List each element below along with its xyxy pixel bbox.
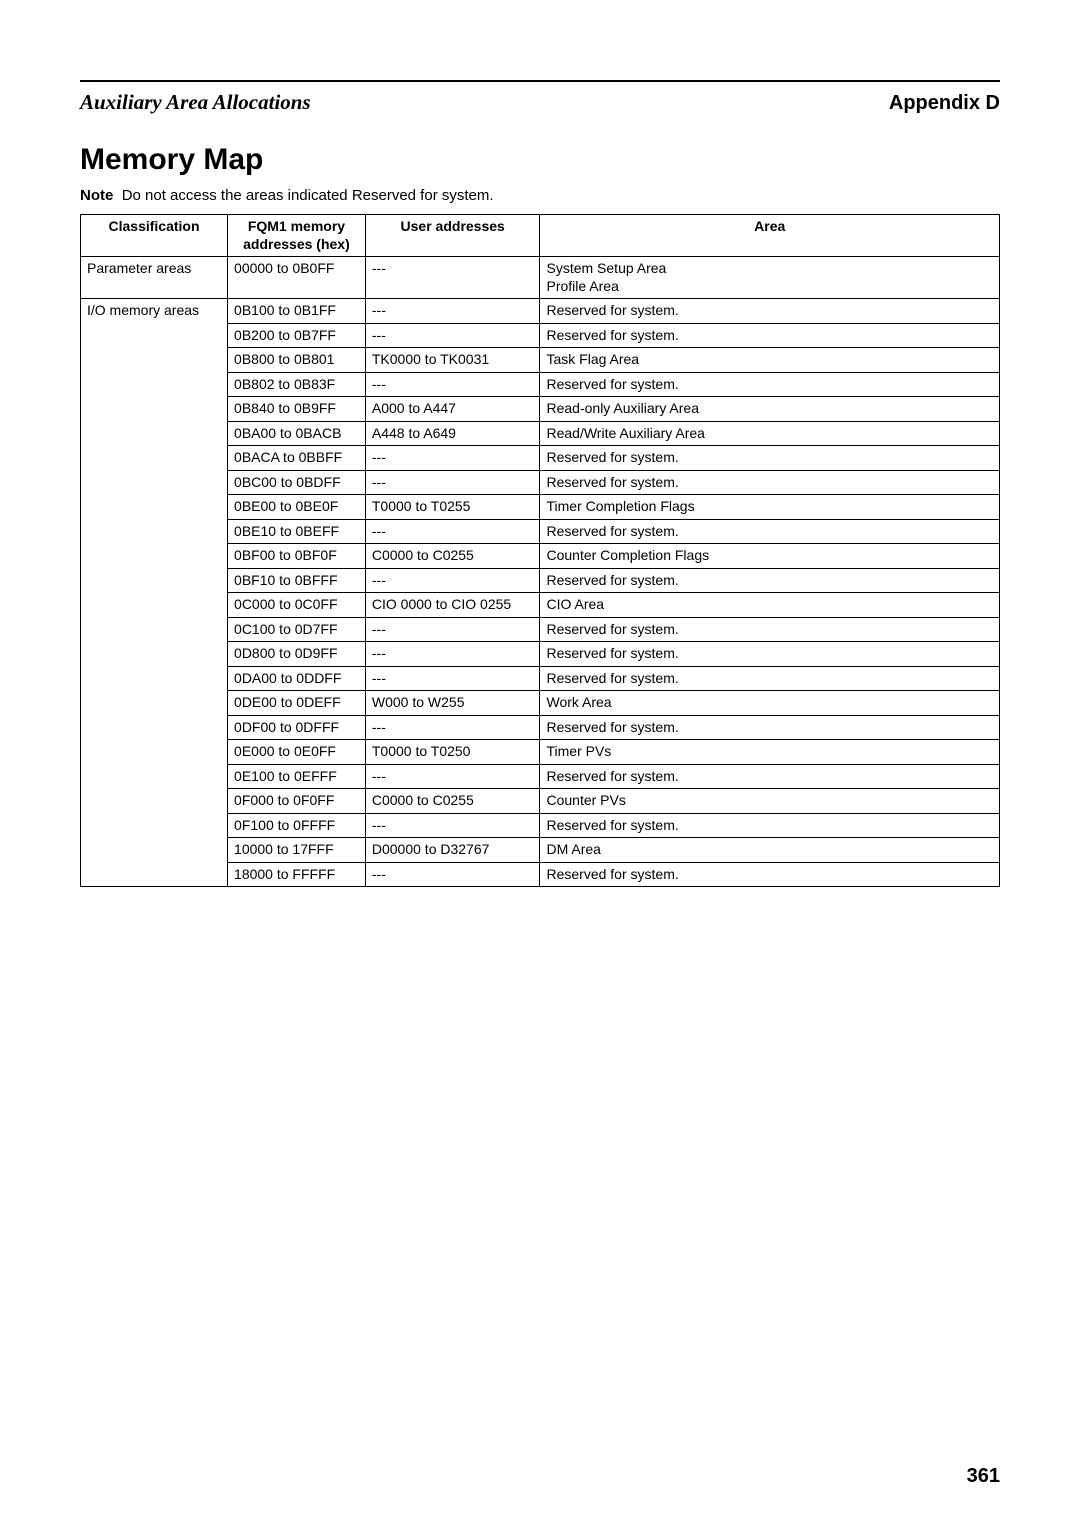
section-title: Auxiliary Area Allocations (80, 90, 311, 115)
cell-mem: 0B802 to 0B83F (228, 372, 366, 397)
cell-area-line1: System Setup Area (546, 260, 666, 276)
cell-area: Reserved for system. (540, 617, 1000, 642)
cell-user: --- (365, 813, 540, 838)
cell-mem: 0DF00 to 0DFFF (228, 715, 366, 740)
cell-area: Reserved for system. (540, 446, 1000, 471)
cell-area: Timer PVs (540, 740, 1000, 765)
cell-area: Reserved for system. (540, 299, 1000, 324)
cell-mem: 0BF00 to 0BF0F (228, 544, 366, 569)
cell-area: Reserved for system. (540, 519, 1000, 544)
cell-area: CIO Area (540, 593, 1000, 618)
cell-area: Reserved for system. (540, 568, 1000, 593)
cell-classification: I/O memory areas (81, 299, 228, 887)
cell-user: W000 to W255 (365, 691, 540, 716)
cell-user: --- (365, 764, 540, 789)
cell-user: T0000 to T0255 (365, 495, 540, 520)
cell-mem: 0F100 to 0FFFF (228, 813, 366, 838)
cell-area: Reserved for system. (540, 372, 1000, 397)
cell-area: Reserved for system. (540, 323, 1000, 348)
cell-classification: Parameter areas (81, 257, 228, 299)
cell-mem: 0BE00 to 0BE0F (228, 495, 366, 520)
table-header-row: Classification FQM1 memory addresses (he… (81, 215, 1000, 257)
col-header-user: User addresses (365, 215, 540, 257)
cell-user: --- (365, 642, 540, 667)
top-rule (80, 80, 1000, 82)
cell-area: Task Flag Area (540, 348, 1000, 373)
cell-user: T0000 to T0250 (365, 740, 540, 765)
cell-user: --- (365, 568, 540, 593)
note-line: Note Do not access the areas indicated R… (80, 187, 1000, 204)
main-heading: Memory Map (80, 143, 1000, 177)
cell-area: Timer Completion Flags (540, 495, 1000, 520)
cell-area: Reserved for system. (540, 764, 1000, 789)
cell-area: Reserved for system. (540, 862, 1000, 887)
cell-mem: 0BE10 to 0BEFF (228, 519, 366, 544)
cell-area: Read/Write Auxiliary Area (540, 421, 1000, 446)
cell-user: --- (365, 372, 540, 397)
cell-area: System Setup Area Profile Area (540, 257, 1000, 299)
cell-user: --- (365, 470, 540, 495)
cell-area: Work Area (540, 691, 1000, 716)
cell-mem: 0BACA to 0BBFF (228, 446, 366, 471)
cell-area: Reserved for system. (540, 470, 1000, 495)
cell-user: --- (365, 666, 540, 691)
cell-user: --- (365, 862, 540, 887)
cell-mem: 0C000 to 0C0FF (228, 593, 366, 618)
cell-mem: 0B840 to 0B9FF (228, 397, 366, 422)
cell-user: TK0000 to TK0031 (365, 348, 540, 373)
cell-user: C0000 to C0255 (365, 789, 540, 814)
cell-mem: 10000 to 17FFF (228, 838, 366, 863)
cell-user: --- (365, 257, 540, 299)
cell-area: Counter Completion Flags (540, 544, 1000, 569)
cell-mem: 0C100 to 0D7FF (228, 617, 366, 642)
cell-user: --- (365, 299, 540, 324)
col-header-classification: Classification (81, 215, 228, 257)
cell-mem: 0B100 to 0B1FF (228, 299, 366, 324)
page-header: Auxiliary Area Allocations Appendix D (80, 90, 1000, 115)
cell-mem: 18000 to FFFFF (228, 862, 366, 887)
cell-mem: 0DA00 to 0DDFF (228, 666, 366, 691)
cell-user: A448 to A649 (365, 421, 540, 446)
note-text: Do not access the areas indicated Reserv… (122, 187, 494, 204)
cell-user: --- (365, 446, 540, 471)
cell-area: Reserved for system. (540, 642, 1000, 667)
cell-area: Reserved for system. (540, 813, 1000, 838)
cell-area: DM Area (540, 838, 1000, 863)
cell-mem: 0BF10 to 0BFFF (228, 568, 366, 593)
cell-user: D00000 to D32767 (365, 838, 540, 863)
cell-user: C0000 to C0255 (365, 544, 540, 569)
cell-mem: 00000 to 0B0FF (228, 257, 366, 299)
note-label: Note (80, 187, 113, 204)
cell-user: --- (365, 323, 540, 348)
page-number: 361 (967, 1465, 1000, 1488)
cell-area: Reserved for system. (540, 666, 1000, 691)
cell-user: A000 to A447 (365, 397, 540, 422)
cell-area: Reserved for system. (540, 715, 1000, 740)
table-row: I/O memory areas0B100 to 0B1FF---Reserve… (81, 299, 1000, 324)
cell-mem: 0E000 to 0E0FF (228, 740, 366, 765)
cell-mem: 0E100 to 0EFFF (228, 764, 366, 789)
cell-mem: 0B800 to 0B801 (228, 348, 366, 373)
cell-mem: 0DE00 to 0DEFF (228, 691, 366, 716)
cell-user: --- (365, 617, 540, 642)
cell-user: --- (365, 519, 540, 544)
cell-mem: 0F000 to 0F0FF (228, 789, 366, 814)
cell-user: --- (365, 715, 540, 740)
appendix-label: Appendix D (889, 92, 1000, 115)
cell-mem: 0BA00 to 0BACB (228, 421, 366, 446)
cell-area: Read-only Auxiliary Area (540, 397, 1000, 422)
cell-user: CIO 0000 to CIO 0255 (365, 593, 540, 618)
col-header-fqm1: FQM1 memory addresses (hex) (228, 215, 366, 257)
table-row: Parameter areas 00000 to 0B0FF --- Syste… (81, 257, 1000, 299)
cell-area: Counter PVs (540, 789, 1000, 814)
cell-mem: 0B200 to 0B7FF (228, 323, 366, 348)
col-header-area: Area (540, 215, 1000, 257)
cell-area-line2: Profile Area (546, 278, 618, 294)
memory-map-table: Classification FQM1 memory addresses (he… (80, 214, 1000, 887)
cell-mem: 0D800 to 0D9FF (228, 642, 366, 667)
cell-mem: 0BC00 to 0BDFF (228, 470, 366, 495)
